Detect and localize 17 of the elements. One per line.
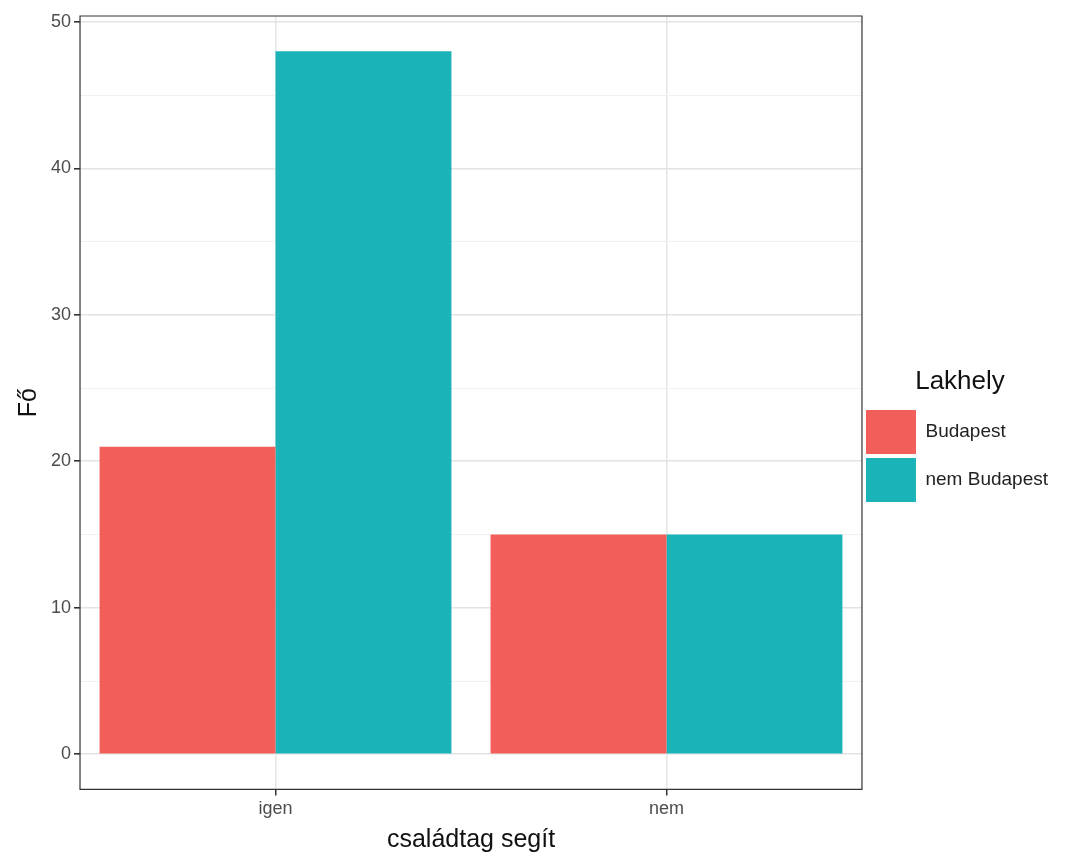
- legend-label: Budapest: [925, 420, 1007, 442]
- x-axis-title: családtag segít: [386, 823, 556, 852]
- y-tick-label: 10: [50, 596, 72, 617]
- legend-title: Lakhely: [915, 365, 1005, 396]
- legend-label: nem Budapest: [925, 468, 1049, 490]
- y-tick-label: 0: [61, 743, 72, 764]
- y-tick-label: 20: [50, 450, 72, 471]
- bar: [99, 446, 276, 754]
- y-axis-title: Fő: [12, 388, 41, 418]
- bar: [490, 534, 667, 754]
- bar: [666, 534, 843, 754]
- y-tick-label: 40: [50, 157, 72, 178]
- x-tick-label: igen: [258, 798, 293, 819]
- x-tick-label: nem: [648, 798, 684, 819]
- y-tick-label: 30: [50, 303, 72, 324]
- y-tick-label: 50: [50, 10, 72, 31]
- bar: [275, 51, 452, 754]
